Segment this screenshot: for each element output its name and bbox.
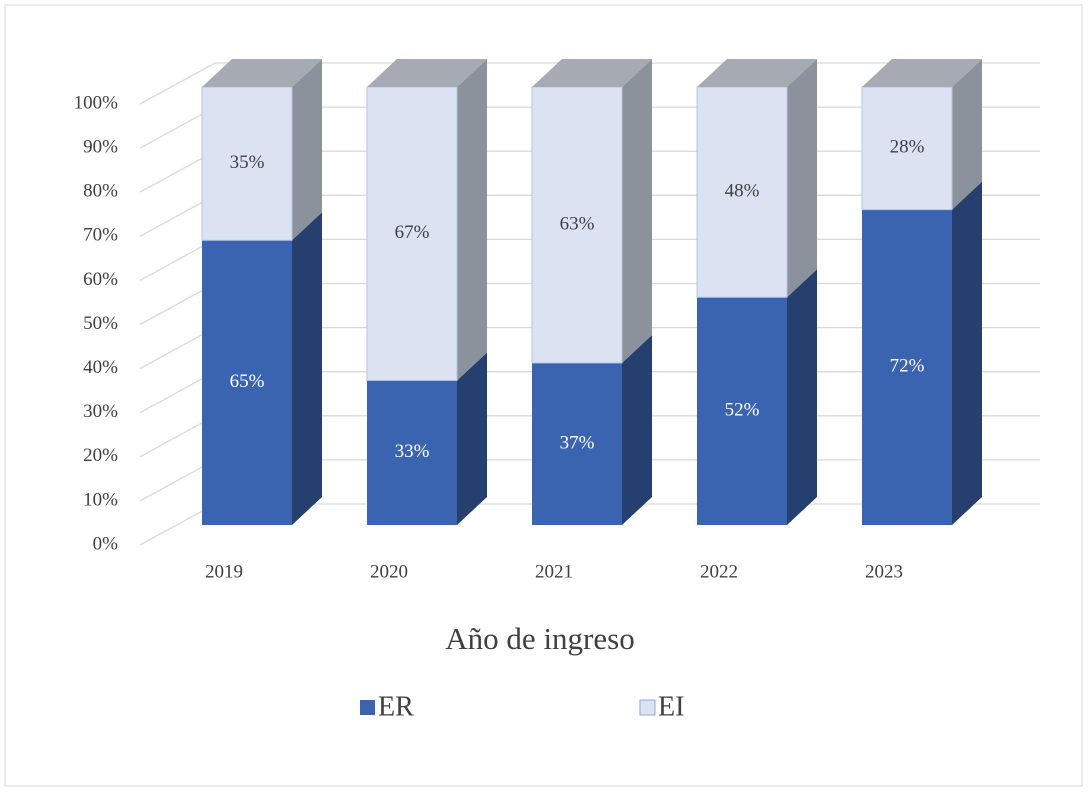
y-tick-label: 100%	[74, 92, 119, 113]
x-tick-label: 2020	[370, 561, 408, 582]
legend-label: EI	[658, 691, 684, 722]
bar-side	[292, 212, 322, 526]
bar	[366, 86, 458, 381]
y-tick-label: 0%	[93, 533, 119, 554]
bar	[531, 86, 623, 364]
bar-top	[532, 59, 652, 87]
x-tick-label: 2023	[865, 561, 903, 582]
bar-top	[697, 59, 817, 87]
bar-side	[787, 59, 817, 298]
y-tick-label: 90%	[83, 136, 118, 157]
bar	[697, 297, 787, 525]
bar-top	[202, 59, 322, 87]
bar-side	[952, 59, 982, 210]
data-label: 72%	[890, 356, 925, 377]
x-tick-label: 2019	[205, 561, 243, 582]
data-label: 67%	[395, 222, 430, 243]
bar	[202, 240, 292, 526]
bar	[367, 380, 457, 525]
bar-top	[367, 59, 487, 87]
data-label: 52%	[725, 399, 760, 420]
legend-swatch	[639, 699, 656, 716]
bar-side	[622, 334, 652, 525]
x-axis-title: Año de ingreso	[445, 621, 634, 656]
x-tick-label: 2021	[535, 561, 573, 582]
data-label: 48%	[725, 180, 760, 201]
y-tick-label: 40%	[83, 357, 118, 378]
bar	[532, 362, 622, 525]
data-label: 63%	[560, 213, 595, 234]
legend-label: ER	[378, 691, 414, 722]
bar-side	[457, 59, 487, 381]
y-tick-label: 80%	[83, 181, 118, 202]
bar-side	[622, 59, 652, 363]
data-label: 33%	[395, 441, 430, 462]
data-label: 35%	[230, 152, 265, 173]
bar-side	[787, 269, 817, 525]
bar-side	[292, 59, 322, 241]
data-label: 65%	[230, 371, 265, 392]
x-tick-label: 2022	[700, 561, 738, 582]
data-label: 28%	[890, 137, 925, 158]
legend-swatch	[360, 700, 375, 715]
bar	[696, 86, 788, 298]
bar-side	[952, 181, 982, 525]
bar-side	[457, 352, 487, 525]
data-label: 37%	[560, 432, 595, 453]
bar-top	[862, 59, 982, 87]
y-tick-label: 30%	[83, 401, 118, 422]
bar	[862, 209, 952, 525]
bar	[201, 86, 293, 241]
y-tick-label: 70%	[83, 225, 118, 246]
y-tick-label: 10%	[83, 489, 118, 510]
y-tick-label: 50%	[83, 313, 118, 334]
y-tick-label: 20%	[83, 445, 118, 466]
bar	[861, 86, 953, 211]
y-tick-label: 60%	[83, 269, 118, 290]
